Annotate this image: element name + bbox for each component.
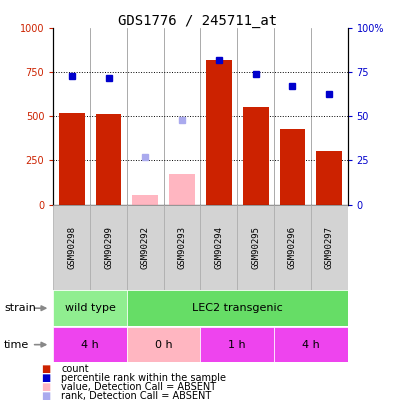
Text: value, Detection Call = ABSENT: value, Detection Call = ABSENT <box>61 382 216 392</box>
Text: 4 h: 4 h <box>81 340 99 350</box>
Bar <box>53 205 90 290</box>
Text: ■: ■ <box>41 391 50 401</box>
Bar <box>164 205 201 290</box>
Bar <box>127 205 164 290</box>
Text: GSM90292: GSM90292 <box>141 226 150 269</box>
Bar <box>243 107 269 205</box>
Text: count: count <box>61 364 89 374</box>
Bar <box>280 129 305 205</box>
Text: GSM90294: GSM90294 <box>214 226 223 269</box>
Bar <box>311 205 348 290</box>
Bar <box>201 327 274 362</box>
Text: GDS1776 / 245711_at: GDS1776 / 245711_at <box>118 14 277 28</box>
Bar <box>53 290 127 326</box>
Bar <box>274 327 348 362</box>
Bar <box>127 290 348 326</box>
Text: GSM90299: GSM90299 <box>104 226 113 269</box>
Text: GSM90298: GSM90298 <box>67 226 76 269</box>
Bar <box>201 205 237 290</box>
Text: LEC2 transgenic: LEC2 transgenic <box>192 303 282 313</box>
Text: percentile rank within the sample: percentile rank within the sample <box>61 373 226 383</box>
Text: strain: strain <box>4 303 36 313</box>
Text: ■: ■ <box>41 373 50 383</box>
Bar <box>237 205 274 290</box>
Bar <box>96 114 121 205</box>
Bar <box>127 327 201 362</box>
Text: time: time <box>4 340 29 350</box>
Bar <box>206 60 232 205</box>
Bar <box>53 327 127 362</box>
Text: GSM90295: GSM90295 <box>251 226 260 269</box>
Text: rank, Detection Call = ABSENT: rank, Detection Call = ABSENT <box>61 391 211 401</box>
Text: ■: ■ <box>41 364 50 374</box>
Text: GSM90297: GSM90297 <box>325 226 334 269</box>
Bar <box>90 205 127 290</box>
Text: GSM90296: GSM90296 <box>288 226 297 269</box>
Text: 1 h: 1 h <box>228 340 246 350</box>
Text: 4 h: 4 h <box>302 340 320 350</box>
Text: ■: ■ <box>41 382 50 392</box>
Bar <box>274 205 311 290</box>
Text: 0 h: 0 h <box>155 340 173 350</box>
Bar <box>132 195 158 205</box>
Bar <box>59 113 85 205</box>
Bar <box>169 174 195 205</box>
Bar <box>316 151 342 205</box>
Text: GSM90293: GSM90293 <box>178 226 186 269</box>
Text: wild type: wild type <box>65 303 116 313</box>
